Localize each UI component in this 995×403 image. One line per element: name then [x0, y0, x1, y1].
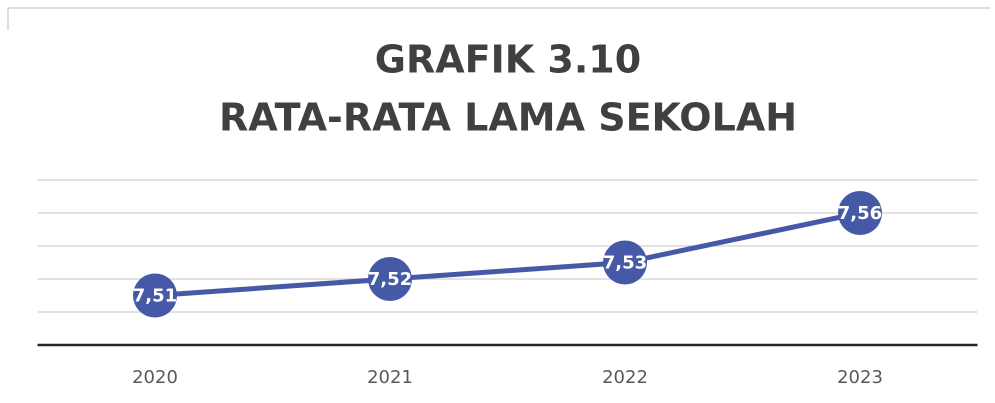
- data-point: [133, 273, 177, 318]
- x-tick-label: 2021: [367, 367, 413, 388]
- data-label: 7,53: [603, 253, 647, 274]
- chart-title: GRAFIK 3.10: [375, 38, 641, 82]
- x-tick-label: 2023: [837, 367, 883, 388]
- x-tick-label: 2020: [132, 367, 178, 388]
- data-label: 7,51: [133, 286, 177, 307]
- data-label: 7,52: [368, 269, 412, 290]
- data-line: [154, 210, 861, 298]
- chart-subtitle: RATA-RATA LAMA SEKOLAH: [219, 96, 797, 140]
- data-point: [603, 240, 647, 285]
- data-label: 7,56: [838, 203, 882, 224]
- x-tick-label: 2022: [602, 367, 648, 388]
- data-point: [368, 257, 412, 301]
- chart-frame: [7, 7, 990, 30]
- data-point: [838, 191, 882, 235]
